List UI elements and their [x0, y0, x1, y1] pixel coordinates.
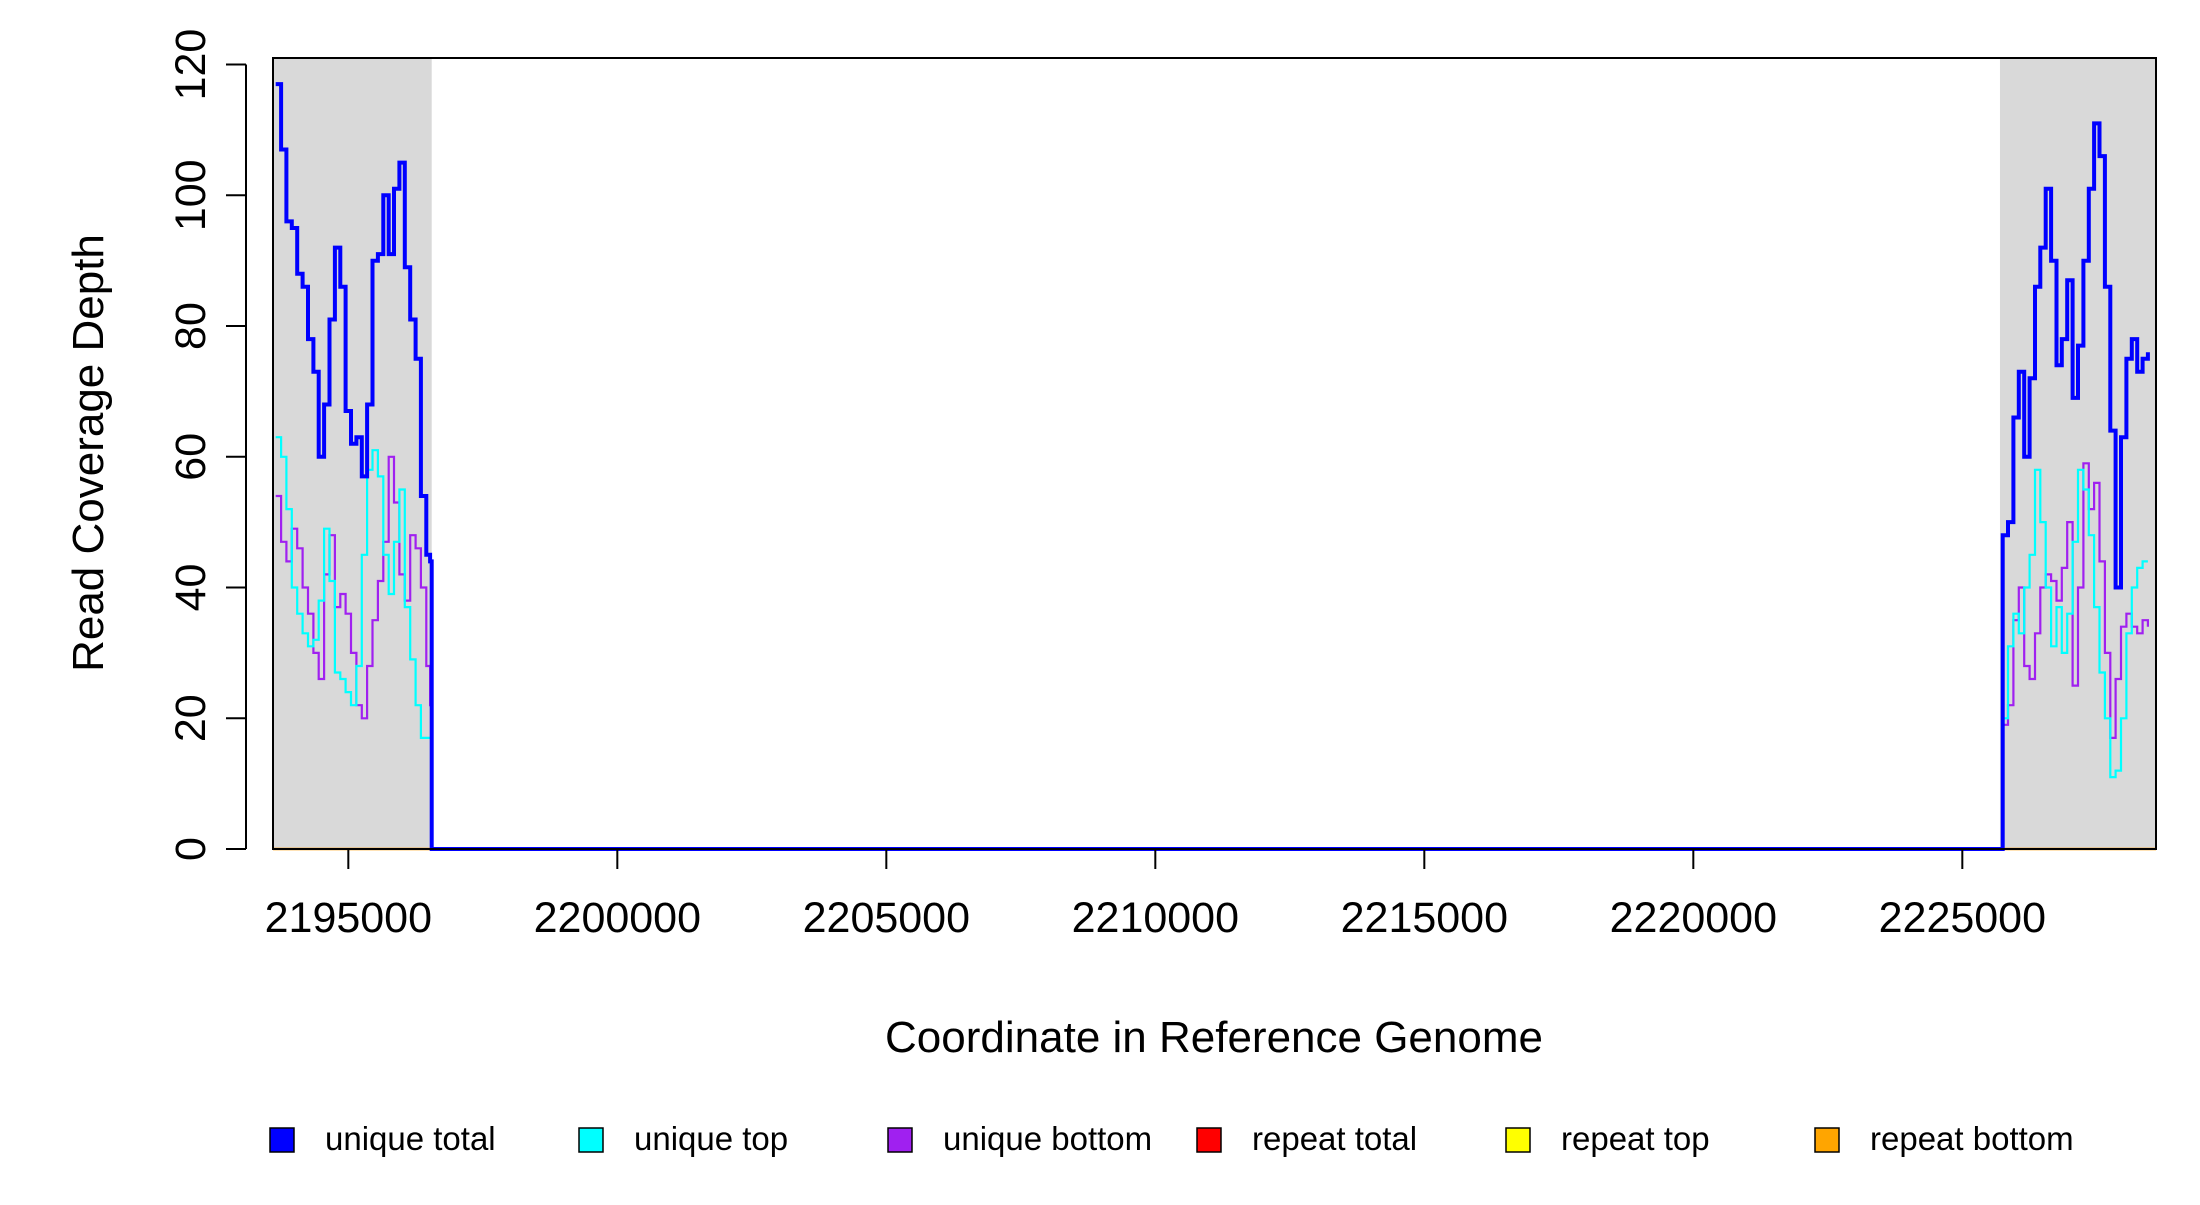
legend-label-unique-top: unique top	[634, 1120, 788, 1157]
y-tick-label-20: 20	[167, 694, 215, 742]
legend-swatch-repeat-top	[1505, 1127, 1531, 1153]
series-line-unique-bottom	[275, 455, 2149, 851]
y-axis-title: Read Coverage Depth	[64, 234, 113, 672]
x-tick-label-2205000: 2205000	[803, 894, 970, 942]
legend: unique total unique top unique bottom repea…	[269, 1120, 2074, 1157]
y-axis: 0 20 40 60 80 100 120	[167, 29, 247, 861]
series-line-unique-total	[275, 82, 2150, 851]
y-tick-label-120: 120	[167, 29, 215, 101]
legend-swatch-unique-top	[578, 1127, 604, 1153]
legend-swatch-unique-total	[269, 1127, 295, 1153]
x-tick-label-2225000: 2225000	[1879, 894, 2046, 942]
series-lines	[273, 82, 2156, 851]
y-tick-label-0: 0	[167, 837, 215, 861]
legend-swatch-repeat-total	[1196, 1127, 1222, 1153]
x-tick-label-2215000: 2215000	[1341, 894, 1508, 942]
y-tick-label-40: 40	[167, 564, 215, 612]
x-tick-label-2220000: 2220000	[1610, 894, 1777, 942]
legend-swatch-repeat-bottom	[1814, 1127, 1840, 1153]
x-axis-title: Coordinate in Reference Genome	[885, 1013, 1543, 1062]
legend-label-repeat-top: repeat top	[1561, 1120, 1710, 1157]
legend-label-unique-total: unique total	[325, 1120, 496, 1157]
y-tick-label-80: 80	[167, 302, 215, 350]
x-tick-label-2195000: 2195000	[265, 894, 432, 942]
x-axis: 2195000 2200000 2205000 2210000 2215000 22200…	[265, 849, 2046, 942]
x-tick-label-2200000: 2200000	[534, 894, 701, 942]
plot-frame	[272, 57, 2157, 850]
legend-swatch-unique-bottom	[887, 1127, 913, 1153]
series-line-unique-top	[275, 436, 2148, 851]
y-tick-label-100: 100	[167, 159, 215, 231]
shaded-region-1	[273, 58, 432, 849]
legend-label-repeat-total: repeat total	[1252, 1120, 1417, 1157]
y-tick-label-60: 60	[167, 433, 215, 481]
shaded-regions	[273, 58, 2156, 849]
x-tick-label-2210000: 2210000	[1072, 894, 1239, 942]
legend-label-unique-bottom: unique bottom	[943, 1120, 1152, 1157]
legend-label-repeat-bottom: repeat bottom	[1870, 1120, 2074, 1157]
